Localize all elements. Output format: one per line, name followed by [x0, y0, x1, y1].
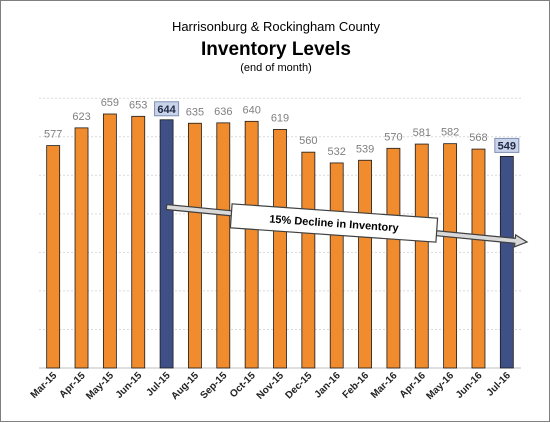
bar-feb-16	[358, 159, 372, 369]
value-label: 653	[129, 99, 147, 111]
value-label: 570	[384, 131, 402, 143]
trend-callout: 15% Decline in Inventory	[165, 203, 529, 248]
x-tick-label: Feb-16	[341, 370, 372, 401]
x-tick-label: Dec-15	[283, 370, 314, 401]
value-label: 636	[214, 106, 232, 118]
chart-note: (end of month)	[240, 62, 312, 74]
bar-nov-15	[273, 129, 287, 369]
bar-may-16	[443, 143, 458, 369]
x-tick-label: Oct-15	[228, 370, 258, 400]
bar-apr-16	[414, 143, 429, 369]
value-label: 644	[157, 104, 176, 116]
x-tick-label: Sep-15	[198, 370, 229, 401]
bar-sep-15	[216, 122, 231, 369]
value-label: 659	[101, 97, 119, 109]
bar-apr-15	[74, 127, 89, 369]
x-tick-label: Apr-15	[57, 370, 87, 400]
value-label: 619	[271, 112, 289, 124]
bar-aug-15	[188, 122, 202, 369]
value-label: 635	[186, 106, 204, 118]
bar-oct-15	[244, 120, 259, 369]
bar-mar-16	[386, 147, 401, 369]
bar-dec-15	[301, 151, 316, 369]
x-tick-label: Apr-16	[398, 370, 428, 400]
x-tick-label: Jun-16	[454, 370, 485, 401]
chart-title: Harrisonburg & Rockingham County	[172, 19, 381, 34]
value-labels: 577 623 659 653 644 635 636 640 619 560 532 539 570 5…	[44, 97, 520, 158]
value-label-box	[494, 137, 520, 153]
bar-jun-16	[471, 148, 486, 369]
x-tick-label: Nov-15	[255, 370, 287, 402]
x-tick-label: May-16	[424, 370, 456, 402]
value-label: 623	[72, 111, 90, 123]
value-label: 560	[299, 135, 317, 147]
value-label-box	[154, 101, 180, 117]
bar-mar-15	[46, 145, 61, 369]
x-tick-label: Mar-15	[29, 370, 60, 401]
bar-jul-15	[159, 119, 174, 369]
x-tick-label: Mar-16	[369, 370, 400, 401]
chart-subtitle: Inventory Levels	[201, 39, 351, 60]
callout-box: 15% Decline in Inventory	[229, 203, 439, 243]
bar-jul-16	[499, 155, 514, 369]
value-label: 581	[413, 127, 431, 139]
value-label: 582	[441, 127, 459, 139]
x-tick-label: Jul-16	[485, 370, 514, 399]
bars	[46, 113, 514, 369]
bar-jun-15	[131, 115, 146, 369]
value-label: 577	[44, 129, 62, 141]
value-label: 568	[469, 132, 487, 144]
value-label: 640	[242, 104, 260, 116]
x-tick-label: Jan-16	[313, 370, 343, 400]
x-tick-label: Jun-15	[114, 370, 145, 401]
value-label: 549	[498, 140, 516, 152]
x-tick-label: Aug-15	[169, 370, 201, 402]
bar-may-15	[102, 113, 117, 369]
value-label: 539	[356, 143, 374, 155]
callout-rect	[229, 203, 439, 243]
x-tick-label: May-15	[84, 370, 116, 402]
value-label: 532	[328, 146, 346, 158]
bar-jan-16	[329, 162, 344, 369]
